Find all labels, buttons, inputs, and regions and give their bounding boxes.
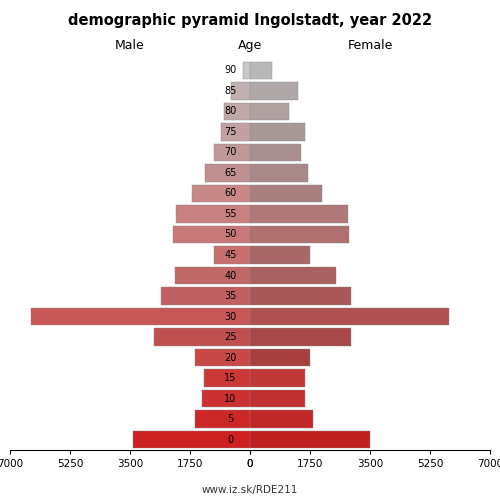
Bar: [250, 308, 449, 326]
Bar: [250, 144, 302, 161]
Bar: [250, 164, 308, 182]
Text: www.iz.sk/RDE211: www.iz.sk/RDE211: [202, 485, 298, 495]
Text: 5: 5: [228, 414, 234, 424]
Text: 0: 0: [228, 434, 234, 444]
Text: 55: 55: [224, 209, 237, 219]
Text: 40: 40: [224, 270, 236, 280]
Text: 30: 30: [224, 312, 236, 322]
Text: 85: 85: [224, 86, 236, 96]
Bar: [250, 410, 314, 428]
Text: demographic pyramid Ingolstadt, year 2022: demographic pyramid Ingolstadt, year 202…: [68, 12, 432, 28]
Text: Age: Age: [238, 40, 262, 52]
Text: 70: 70: [224, 148, 236, 158]
Bar: [192, 184, 250, 202]
Text: 50: 50: [224, 230, 236, 239]
Bar: [174, 267, 250, 284]
Bar: [206, 164, 250, 182]
Text: 75: 75: [224, 127, 237, 137]
Bar: [173, 226, 250, 243]
Bar: [250, 82, 298, 100]
Bar: [250, 349, 310, 366]
Bar: [161, 288, 250, 305]
Bar: [250, 62, 272, 79]
Bar: [154, 328, 250, 346]
Text: 15: 15: [224, 373, 236, 383]
Text: 10: 10: [224, 394, 236, 404]
Bar: [224, 102, 250, 120]
Bar: [176, 205, 250, 222]
Text: 80: 80: [224, 106, 236, 117]
Bar: [231, 82, 250, 100]
Bar: [195, 349, 250, 366]
Bar: [214, 246, 250, 264]
Text: 45: 45: [224, 250, 236, 260]
Bar: [202, 390, 250, 407]
Bar: [250, 370, 305, 387]
Bar: [243, 62, 250, 79]
Bar: [250, 184, 322, 202]
Bar: [250, 102, 290, 120]
Text: 90: 90: [224, 66, 236, 76]
Text: 20: 20: [224, 352, 236, 362]
Text: Female: Female: [348, 39, 393, 52]
Bar: [221, 123, 250, 140]
Bar: [195, 410, 250, 428]
Bar: [250, 205, 348, 222]
Text: Male: Male: [115, 39, 145, 52]
Bar: [250, 267, 336, 284]
Bar: [134, 431, 250, 448]
Text: 25: 25: [224, 332, 237, 342]
Bar: [204, 370, 250, 387]
Bar: [250, 431, 370, 448]
Bar: [250, 390, 305, 407]
Text: 60: 60: [224, 188, 236, 198]
Bar: [250, 288, 351, 305]
Text: 35: 35: [224, 291, 236, 301]
Bar: [250, 246, 310, 264]
Bar: [250, 328, 351, 346]
Bar: [30, 308, 250, 326]
Bar: [250, 226, 350, 243]
Bar: [214, 144, 250, 161]
Text: 65: 65: [224, 168, 236, 178]
Bar: [250, 123, 305, 140]
